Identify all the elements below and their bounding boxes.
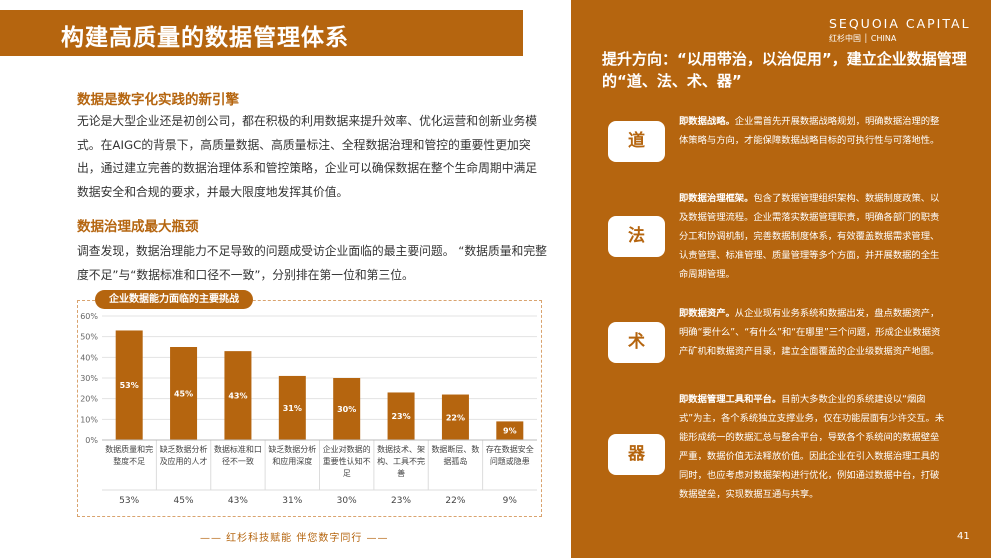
bar-value-label: 22% (446, 413, 465, 422)
category-label: 重要性认知不 (323, 456, 371, 466)
bar-value-label: 43% (228, 392, 247, 401)
section-heading-engine: 数据是数字化实践的新引擎 (77, 92, 239, 108)
page-title: 构建高质量的数据管理体系 (61, 25, 349, 51)
bar-value-label: 45% (174, 390, 193, 399)
brand-sub: 红杉中国 │ CHINA (829, 34, 897, 43)
category-label: 企业对数据的 (323, 444, 371, 454)
table-value: 30% (337, 496, 357, 506)
desc-qi-text: 目前大多数企业的系统建设以“烟囱式”为主，各个系统独立支撑业务，仅在功能层面有少… (679, 394, 945, 500)
section-body-bottleneck: 调查发现，数据治理能力不足导致的问题成受访企业面临的最主要问题。 “数据质量和完… (77, 244, 547, 282)
bar-value-label: 31% (283, 404, 302, 413)
table-value: 31% (282, 496, 302, 506)
badge-shu: 术 (608, 322, 665, 363)
category-label: 缺乏数据分析 (160, 444, 208, 454)
desc-shu-text: 从企业现有业务系统和数据出发，盘点数据资产，明确“要什么”、“有什么”和“在哪里… (679, 308, 941, 357)
table-value: 9% (503, 496, 518, 506)
category-label: 数据技术、架 (377, 444, 425, 454)
bar (278, 375, 306, 440)
category-label: 足 (343, 469, 351, 478)
category-label: 数据质量和完 (105, 444, 153, 454)
desc-qi-lead: 即数据管理工具和平台。 (679, 394, 782, 405)
bar (115, 330, 143, 440)
y-tick-label: 30% (80, 374, 98, 383)
chart-title: 企业数据能力面临的主要挑战 (95, 290, 253, 309)
bar (333, 378, 361, 440)
category-label: 据孤岛 (443, 456, 467, 466)
page-number: 41 (957, 531, 970, 542)
category-label: 存在数据安全 (486, 444, 534, 454)
badge-dao: 道 (608, 121, 665, 162)
table-value: 53% (119, 496, 139, 506)
category-label: 问题或隐患 (490, 456, 530, 466)
direction-title: 提升方向：“以用带治，以治促用”，建立企业数据管理的“道、法、术、器” (602, 50, 967, 90)
y-tick-label: 0% (85, 436, 98, 445)
bar (224, 351, 252, 440)
bar (170, 347, 198, 440)
bar-value-label: 9% (503, 427, 517, 436)
y-tick-label: 20% (80, 395, 98, 404)
category-label: 数据标准和口 (214, 444, 262, 454)
y-tick-label: 10% (80, 415, 98, 424)
bar (441, 394, 469, 440)
challenges-bar-chart: 0% 10% 20% 30% 40% 50% 60% 53% 数据质量和完整度不足 53% 45% 缺… (80, 312, 537, 506)
bar-value-label: 23% (391, 412, 410, 421)
badge-fa: 法 (608, 216, 665, 257)
desc-dao-lead: 即数据战略。 (679, 116, 735, 127)
y-tick-label: 40% (80, 353, 98, 362)
category-label: 构、工具不完 (377, 456, 425, 466)
category-label: 径不一致 (222, 456, 254, 466)
chart-frame (77, 300, 542, 517)
table-value: 45% (174, 496, 194, 506)
y-tick-label: 50% (80, 333, 98, 342)
bar-value-label: 53% (120, 381, 139, 390)
desc-fa-text: 包含了数据管理组织架构、数据制度政策、以及数据管理流程。企业需落实数据管理职责，… (679, 193, 940, 280)
table-value: 23% (391, 496, 411, 506)
desc-fa-lead: 即数据治理框架。 (679, 193, 754, 204)
category-label: 和应用深度 (272, 456, 312, 466)
desc-shu-lead: 即数据资产。 (679, 308, 735, 319)
left-panel: 构建高质量的数据管理体系 数据是数字化实践的新引擎 无论是大型企业还是初创公司，… (0, 10, 547, 544)
footer-slogan: —— 红杉科技赋能 伴您数字同行 —— (200, 533, 389, 544)
category-label: 善 (397, 468, 405, 478)
desc-qi: 即数据管理工具和平台。目前大多数企业的系统建设以“烟囱式”为主，各个系统独立支撑… (679, 390, 947, 504)
bar (387, 392, 415, 440)
desc-fa: 即数据治理框架。包含了数据管理组织架构、数据制度政策、以及数据管理流程。企业需落… (679, 189, 947, 284)
desc-dao-text: 企业需首先开展数据战略规划，明确数据治理的整体策略与方向，才能保障数据战略目标的… (679, 116, 940, 146)
table-value: 22% (445, 496, 465, 506)
category-label: 整度不足 (113, 456, 145, 466)
desc-shu: 即数据资产。从企业现有业务系统和数据出发，盘点数据资产，明确“要什么”、“有什么… (679, 304, 947, 361)
table-value: 43% (228, 496, 248, 506)
desc-dao: 即数据战略。企业需首先开展数据战略规划，明确数据治理的整体策略与方向，才能保障数… (679, 112, 947, 150)
badge-qi: 器 (608, 434, 665, 475)
right-panel: SEQUOIA CAPITAL 红杉中国 │ CHINA 提升方向：“以用带治，… (571, 0, 991, 558)
y-tick-label: 60% (80, 312, 98, 321)
title-bar: 构建高质量的数据管理体系 (0, 10, 523, 56)
section-body-engine: 无论是大型企业还是初创公司，都在积极的利用数据来提升效率、优化运营和创新业务模式… (77, 114, 538, 199)
bar (496, 421, 524, 440)
section-heading-bottleneck: 数据治理成最大瓶颈 (77, 219, 199, 235)
sequoia-logo: SEQUOIA CAPITAL 红杉中国 │ CHINA (829, 16, 971, 44)
category-label: 数据断层、数 (431, 444, 479, 454)
brand-name: SEQUOIA CAPITAL (829, 16, 971, 31)
bar-value-label: 30% (337, 405, 356, 414)
category-label: 缺乏数据分析 (268, 444, 316, 454)
category-label: 及应用的人才 (160, 456, 208, 466)
